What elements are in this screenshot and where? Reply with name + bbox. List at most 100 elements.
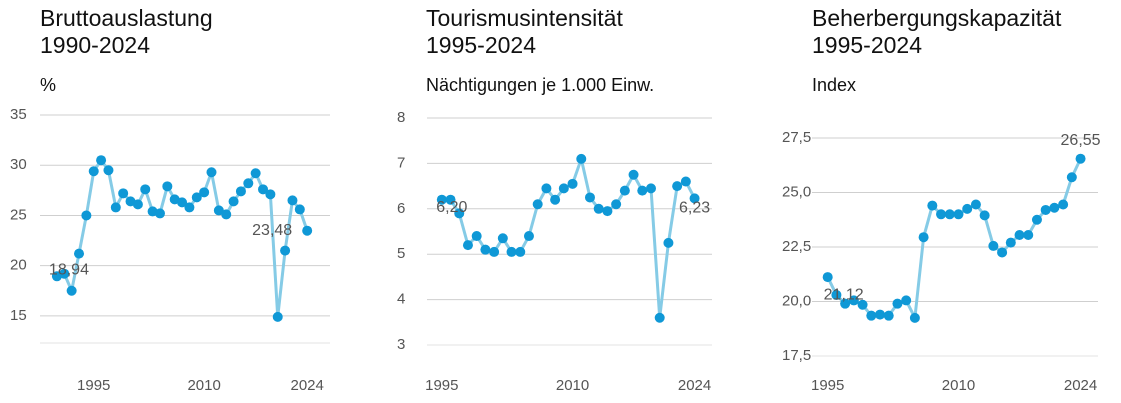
data-point [970, 199, 981, 210]
data-point [619, 185, 630, 196]
data-point [59, 268, 70, 279]
data-point [1014, 230, 1025, 241]
y-tick-label: 5 [397, 245, 405, 262]
data-point [944, 209, 955, 220]
data-point [162, 181, 173, 192]
y-tick-label: 20 [10, 257, 27, 274]
x-tick-label: 2010 [187, 377, 220, 394]
data-point [445, 194, 456, 205]
data-point [154, 208, 165, 219]
x-tick-label: 1995 [811, 377, 844, 394]
data-point [541, 183, 552, 194]
data-point [462, 240, 473, 251]
x-tick-label: 2024 [678, 377, 711, 394]
data-line [826, 158, 1082, 320]
y-axis-label: Nächtigungen je 1.000 Einw. [426, 75, 654, 95]
data-point [177, 197, 188, 208]
data-point [287, 195, 298, 206]
y-axis-label: % [40, 75, 56, 95]
data-point [979, 210, 990, 221]
chart-subtitle: 1995-2024 [426, 32, 536, 58]
data-point [88, 166, 99, 177]
data-label: 6,23 [679, 200, 710, 217]
data-label: 18,94 [49, 262, 89, 279]
data-point [506, 246, 517, 257]
chart-subtitle: 1990-2024 [40, 32, 150, 58]
data-point [1040, 204, 1051, 215]
data-point [66, 285, 77, 296]
data-point [1058, 199, 1069, 210]
data-point [883, 310, 894, 321]
data-point [918, 232, 929, 243]
data-point [892, 298, 903, 309]
data-point [584, 192, 595, 203]
data-label: 21,12 [824, 286, 864, 303]
data-point [523, 231, 534, 242]
data-point [436, 194, 447, 205]
x-tick-label: 1995 [425, 377, 458, 394]
data-point [593, 203, 604, 214]
data-point [848, 295, 859, 306]
data-point [637, 185, 648, 196]
y-tick-label: 27,5 [782, 129, 811, 146]
x-tick-label: 1995 [77, 377, 110, 394]
data-point [294, 204, 305, 215]
data-point [1023, 230, 1034, 241]
data-point [103, 165, 114, 176]
data-point [454, 208, 465, 219]
data-point [689, 193, 700, 204]
y-tick-label: 3 [397, 336, 405, 353]
data-point [567, 178, 578, 189]
y-tick-label: 6 [397, 200, 405, 217]
y-tick-label: 15 [10, 307, 27, 324]
data-point [110, 202, 121, 213]
x-tick-label: 2024 [1064, 377, 1097, 394]
data-point [663, 237, 674, 248]
y-axis-label: Index [812, 75, 856, 95]
x-tick-label: 2010 [556, 377, 589, 394]
data-point [840, 298, 851, 309]
data-point [1031, 214, 1042, 225]
data-point [822, 272, 833, 283]
y-tick-label: 8 [397, 109, 405, 126]
data-point [611, 199, 622, 210]
y-tick-label: 20,0 [782, 292, 811, 309]
data-point [118, 188, 129, 199]
data-point [199, 187, 210, 198]
data-point [81, 210, 92, 221]
data-point [550, 194, 561, 205]
y-tick-label: 17,5 [782, 347, 811, 364]
data-point [471, 231, 482, 242]
data-point [558, 183, 569, 194]
data-point [480, 244, 491, 255]
data-point [936, 209, 947, 220]
data-point [628, 169, 639, 180]
data-point [184, 202, 195, 213]
data-point [831, 289, 842, 300]
data-point [901, 295, 912, 306]
data-point [265, 189, 276, 200]
data-point [654, 312, 665, 323]
data-point [1049, 202, 1060, 213]
y-tick-label: 4 [397, 291, 405, 308]
data-point [302, 225, 313, 236]
chart-title: Tourismusintensität [426, 5, 623, 31]
chart-title: Beherbergungskapazität [812, 5, 1062, 31]
data-point [250, 168, 261, 179]
x-tick-label: 2010 [942, 377, 975, 394]
data-point [228, 196, 239, 207]
y-tick-label: 25,0 [782, 183, 811, 200]
data-point [532, 199, 543, 210]
data-point [988, 240, 999, 251]
data-point [272, 311, 283, 322]
data-point [909, 312, 920, 323]
y-tick-label: 35 [10, 106, 27, 123]
data-point [489, 246, 500, 257]
data-point [206, 167, 217, 178]
data-point [213, 205, 224, 216]
y-tick-label: 30 [10, 156, 27, 173]
y-tick-label: 22,5 [782, 238, 811, 255]
data-point [74, 248, 85, 259]
y-tick-label: 7 [397, 154, 405, 171]
